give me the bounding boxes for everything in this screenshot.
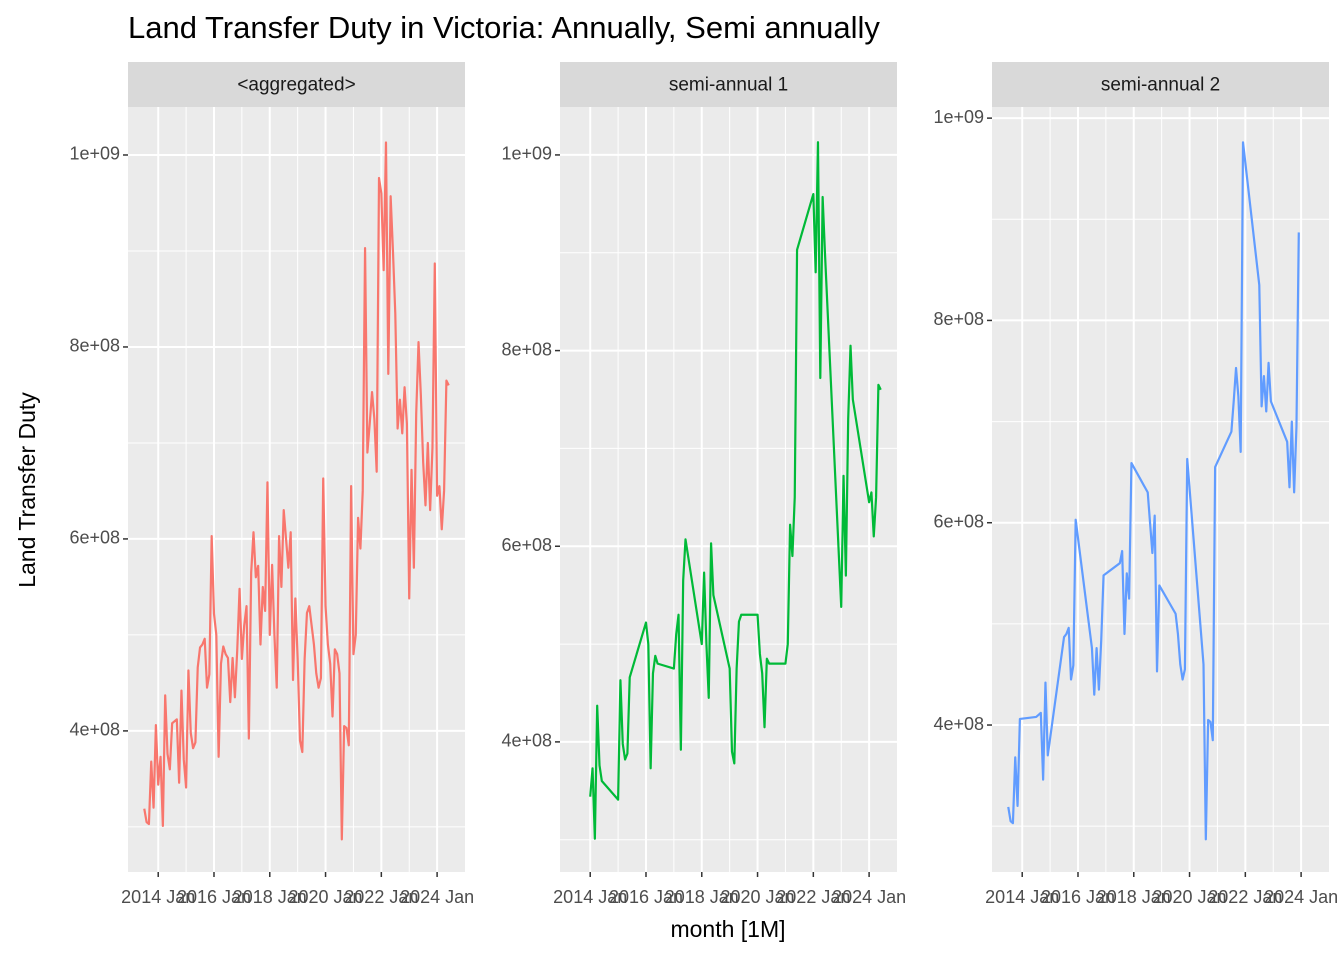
x-tick-label: 2020 Jan	[289, 887, 363, 907]
x-tick-label: 2020 Jan	[1153, 887, 1227, 907]
x-tick-label: 2024 Jan	[1264, 887, 1338, 907]
y-tick-label: 1e+09	[933, 107, 984, 127]
y-tick-label: 6e+08	[501, 535, 552, 555]
strip-label: semi-annual 2	[1101, 75, 1220, 96]
y-tick-label: 4e+08	[69, 720, 120, 740]
x-tick-label: 2014 Jan	[121, 887, 195, 907]
x-tick-label: 2024 Jan	[400, 887, 474, 907]
x-tick-label: 2024 Jan	[832, 887, 906, 907]
data-line	[143, 141, 450, 841]
strip-label: semi-annual 1	[669, 75, 788, 96]
x-tick-label: 2022 Jan	[776, 887, 850, 907]
y-tick-label: 8e+08	[933, 309, 984, 329]
x-tick-label: 2022 Jan	[1208, 887, 1282, 907]
y-tick-label: 1e+09	[501, 144, 552, 164]
strip-label: <aggregated>	[237, 75, 355, 96]
y-tick-label: 4e+08	[501, 731, 552, 751]
x-tick-label: 2018 Jan	[665, 887, 739, 907]
strip-background	[992, 62, 1329, 107]
y-tick-label: 6e+08	[69, 528, 120, 548]
x-axis-title: month [1M]	[670, 916, 785, 942]
y-tick-label: 6e+08	[933, 511, 984, 531]
y-tick-label: 8e+08	[501, 339, 552, 359]
x-tick-label: 2014 Jan	[553, 887, 627, 907]
y-tick-label: 1e+09	[69, 144, 120, 164]
x-tick-label: 2022 Jan	[344, 887, 418, 907]
data-line	[589, 141, 882, 840]
x-tick-label: 2018 Jan	[1097, 887, 1171, 907]
x-tick-label: 2016 Jan	[609, 887, 683, 907]
data-line	[1007, 141, 1300, 841]
strip-background	[128, 62, 465, 107]
y-axis-title: Land Transfer Duty	[14, 392, 40, 588]
x-tick-label: 2016 Jan	[177, 887, 251, 907]
x-tick-label: 2020 Jan	[721, 887, 795, 907]
x-tick-label: 2018 Jan	[233, 887, 307, 907]
x-tick-label: 2016 Jan	[1041, 887, 1115, 907]
y-tick-label: 8e+08	[69, 336, 120, 356]
y-tick-label: 4e+08	[933, 714, 984, 734]
x-tick-label: 2014 Jan	[985, 887, 1059, 907]
chart-title: Land Transfer Duty in Victoria: Annually…	[128, 10, 880, 45]
strip-background	[560, 62, 897, 107]
